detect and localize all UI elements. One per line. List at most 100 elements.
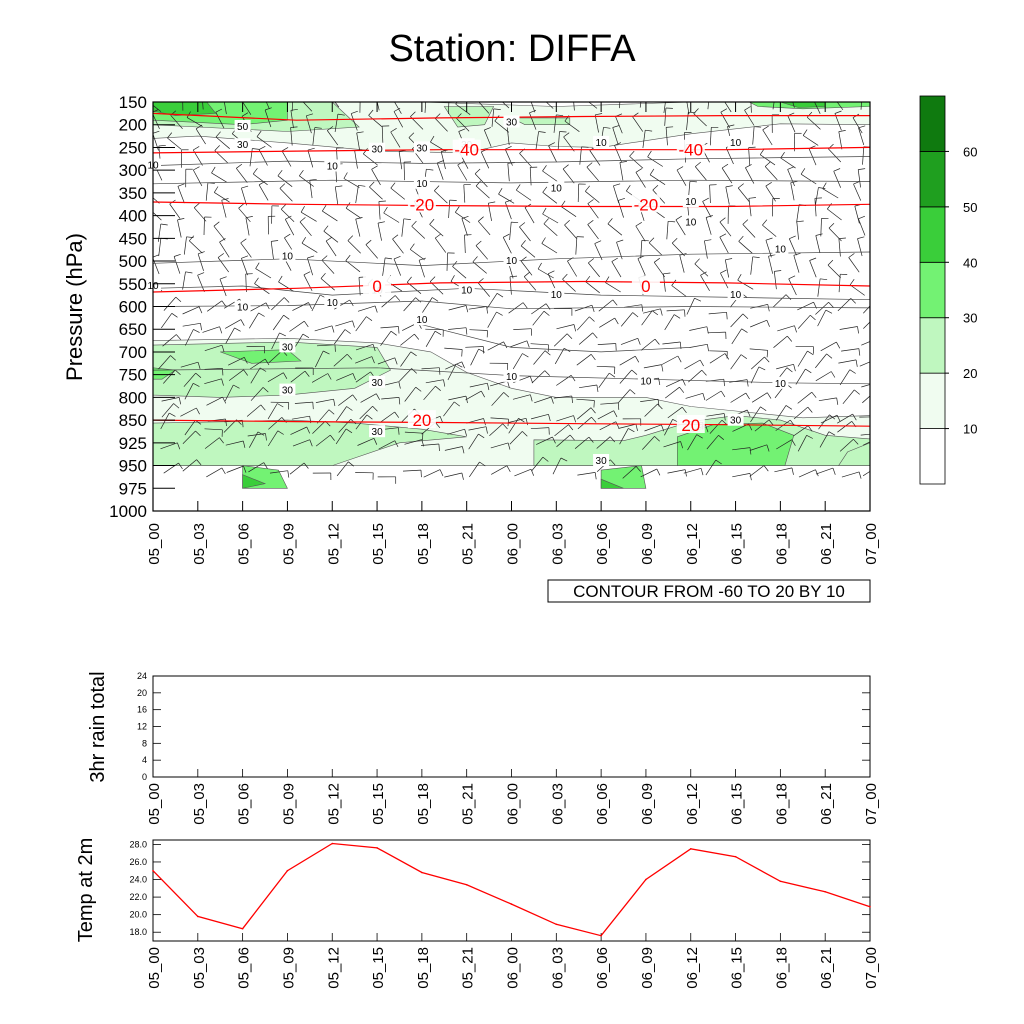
wind-barb-staff (400, 351, 412, 367)
wind-barb-feather (516, 184, 521, 191)
wind-barb-staff (532, 310, 545, 326)
wind-barb (742, 219, 756, 238)
wind-barb-feather (674, 314, 681, 319)
wind-barb-staff (268, 350, 283, 363)
wind-barb (197, 251, 205, 272)
wind-barb (641, 310, 659, 326)
wind-barb (480, 148, 490, 169)
humidity-label: 50 (237, 122, 249, 133)
wind-barb-staff (180, 407, 197, 417)
wind-barb (494, 115, 510, 133)
wind-barb-staff (614, 145, 622, 163)
wind-barb-feather (689, 180, 697, 183)
wind-barb-feather (352, 394, 358, 401)
wind-barb-feather (544, 350, 551, 356)
wind-barb-staff (578, 332, 593, 345)
wind-barb-staff (223, 419, 237, 433)
wind-barb-staff (402, 469, 422, 472)
wind-barb-feather (738, 235, 744, 242)
wind-barb-staff (561, 206, 577, 217)
wind-barb-feather (676, 166, 684, 171)
wind-barb-feather (262, 387, 269, 393)
wind-barb-feather (635, 466, 641, 472)
colorbar-box (919, 206, 946, 263)
temp-point (421, 871, 423, 874)
wind-barb-feather (394, 295, 401, 301)
wind-barb-staff (491, 392, 504, 406)
wind-barb-staff (258, 149, 268, 166)
wind-barb-feather (825, 309, 833, 314)
wind-barb-staff (640, 240, 643, 259)
wind-barb-staff (587, 203, 599, 219)
wind-barb-staff (369, 186, 383, 200)
wind-barb-feather (393, 255, 401, 260)
wind-barb (577, 183, 586, 203)
wind-barb (705, 390, 726, 401)
wind-barb-staff (224, 384, 234, 402)
wind-barb (644, 403, 663, 417)
wind-barb (822, 182, 839, 199)
wind-barb-staff (197, 253, 204, 272)
temperature-label-bg (363, 276, 392, 294)
wind-barb (336, 461, 355, 477)
wind-barb-feather (430, 135, 435, 143)
wind-barb-staff (774, 467, 793, 473)
wind-barb (750, 304, 770, 312)
wind-barb-feather (477, 95, 482, 100)
wind-barb (666, 309, 686, 317)
wind-barb-feather (398, 326, 400, 334)
wind-barb-feather (219, 276, 227, 280)
wind-barb-feather (306, 113, 314, 117)
wind-barb (359, 102, 361, 113)
wind-barb-staff (475, 185, 490, 199)
temp-point (645, 878, 647, 881)
wind-barb-feather (810, 314, 816, 321)
wind-barb-feather (153, 130, 160, 134)
time-tick-label: 07_00 (863, 523, 880, 565)
wind-barb (706, 435, 725, 450)
wind-barb-staff (597, 410, 614, 420)
wind-barb-staff (623, 304, 642, 308)
wind-barb-feather (461, 361, 465, 369)
wind-barb-feather (221, 378, 224, 386)
wind-barb-feather (748, 146, 756, 148)
wind-barb (490, 442, 511, 450)
wind-barb-staff (158, 238, 162, 257)
wind-barb-staff (292, 439, 310, 447)
wind-barb (737, 183, 750, 203)
x-tick-label: 05_21 (460, 947, 477, 989)
wind-barb-staff (530, 427, 549, 430)
wind-barb-feather (725, 258, 733, 261)
wind-barb (470, 348, 485, 366)
humidity-label-bg (548, 181, 565, 194)
wind-barb-feather (759, 148, 765, 155)
wind-barb-feather (682, 406, 687, 414)
wind-barb (611, 257, 622, 278)
wind-barb-staff (858, 218, 866, 236)
wind-barb-feather (368, 109, 374, 116)
humidity-label-bg (413, 176, 430, 189)
wind-barb (167, 132, 182, 150)
temp-point (869, 905, 871, 908)
wind-barb (425, 379, 446, 387)
x-tick-label: 05_09 (280, 947, 297, 989)
wind-barb-feather (485, 426, 488, 434)
wind-barb (709, 353, 730, 364)
wind-barb-staff (508, 302, 524, 314)
colorbar-box (919, 95, 946, 152)
wind-barb (719, 233, 729, 254)
x-tick-label: 05_12 (325, 947, 342, 989)
wind-barb (335, 428, 353, 445)
wind-barb (749, 348, 769, 358)
wind-barb-feather (375, 393, 381, 400)
humidity-label: 10 (730, 138, 742, 149)
wind-barb-staff (679, 255, 685, 273)
wind-barb (250, 367, 267, 384)
wind-barb-feather (768, 419, 774, 426)
wind-barb (204, 378, 224, 386)
wind-barb-staff (619, 355, 636, 366)
wind-barb (798, 469, 819, 478)
wind-barb-staff (357, 305, 376, 312)
wind-barb-staff (363, 153, 378, 166)
wind-barb (841, 348, 861, 356)
